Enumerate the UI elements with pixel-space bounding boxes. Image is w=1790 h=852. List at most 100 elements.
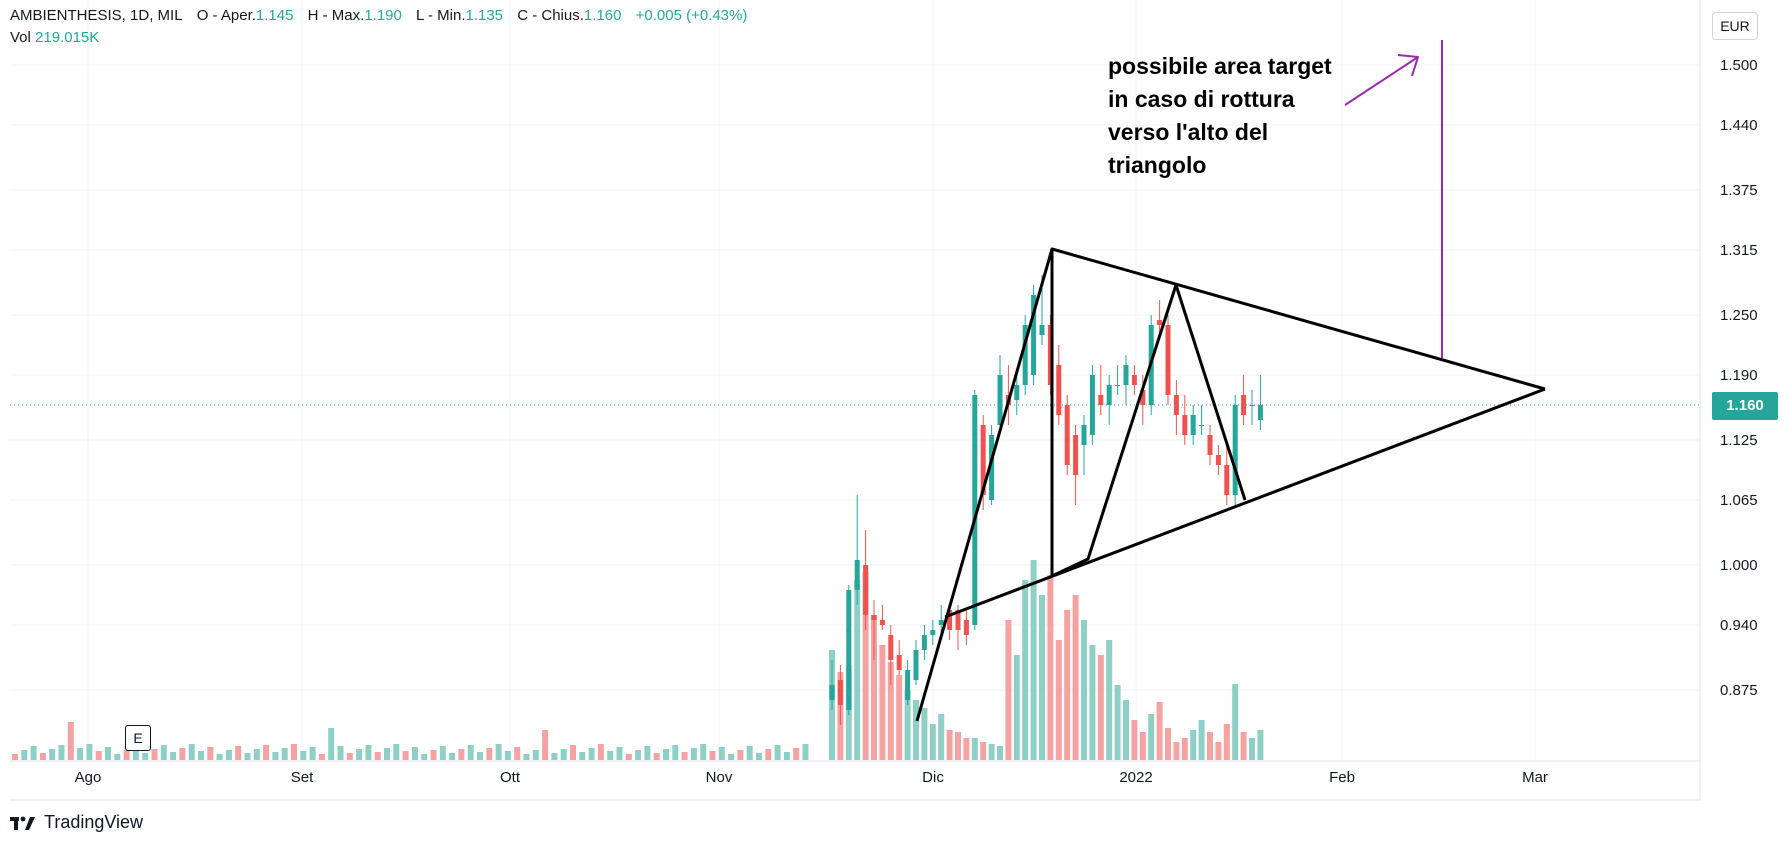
triangle-drawings xyxy=(915,40,1546,722)
candle-body xyxy=(1173,395,1179,415)
candle-body xyxy=(1031,295,1037,375)
volume-bar xyxy=(523,754,530,760)
candle-body xyxy=(837,680,843,705)
volume-bar xyxy=(309,747,316,760)
volume-bar xyxy=(21,750,28,760)
volume-bar xyxy=(551,753,558,760)
volume-legend: Vol 219.015K xyxy=(10,28,99,48)
time-axis-labels: Ago Set Ott Nov Dic 2022 Feb Mar xyxy=(75,769,1548,786)
volume-bar xyxy=(58,745,65,760)
volume-bar xyxy=(402,751,409,760)
volume-bar xyxy=(114,754,121,760)
candle-body xyxy=(1039,325,1045,335)
volume-bar xyxy=(439,746,446,760)
candle-body xyxy=(863,565,869,615)
annotation-line: triangolo xyxy=(1108,152,1207,178)
volume-bar xyxy=(681,752,688,760)
volume-bar xyxy=(946,730,953,760)
annotation-line: possibile area target xyxy=(1108,53,1332,79)
earnings-marker[interactable]: E xyxy=(125,725,151,751)
volume-bar xyxy=(170,752,177,760)
volume-bar xyxy=(467,745,474,760)
candle-body xyxy=(1157,320,1163,325)
volume-bar xyxy=(67,722,74,760)
candle-body xyxy=(1140,390,1146,405)
volume-bar xyxy=(160,745,167,760)
candle-body xyxy=(888,635,894,660)
volume-bar xyxy=(132,746,139,760)
candle-body xyxy=(1131,375,1137,385)
volume-bar xyxy=(151,749,158,760)
volume-bar xyxy=(997,746,1003,760)
volume-bar xyxy=(783,752,790,760)
volume-bar xyxy=(871,615,877,760)
volume-bar xyxy=(887,662,894,760)
symbol-label[interactable]: AMBIENTHESIS, 1D, MIL xyxy=(10,7,183,24)
x-tick-label: Ago xyxy=(75,769,102,786)
volume-bar xyxy=(318,754,325,760)
last-price-badge: 1.160 xyxy=(1712,392,1778,420)
volume-bar xyxy=(86,744,93,760)
y-tick-label: 1.375 xyxy=(1720,182,1758,199)
candle-body xyxy=(997,375,1003,425)
close-label: C - Chius. xyxy=(517,7,584,24)
candle-body xyxy=(1098,395,1104,405)
candle-body xyxy=(1014,385,1020,400)
volume-bar xyxy=(756,753,762,760)
candle-body xyxy=(963,620,969,635)
brand-name: TradingView xyxy=(44,812,144,832)
candle-body xyxy=(829,685,835,700)
candle-body xyxy=(947,610,953,630)
volume-bar xyxy=(690,748,697,760)
candle-body xyxy=(1064,405,1070,465)
volume-bar xyxy=(216,754,223,760)
volume-bar xyxy=(1005,620,1012,760)
volume-bar xyxy=(1223,724,1230,760)
price-axis-labels: 1.500 1.440 1.375 1.315 1.250 1.190 1.125 1.065… xyxy=(1720,57,1758,699)
volume-bar xyxy=(913,700,919,760)
candlestick-series xyxy=(829,275,1263,725)
low-label: L - Min. xyxy=(416,7,466,24)
volume-bar xyxy=(449,753,456,760)
volume-bar xyxy=(495,744,502,760)
volume-bar xyxy=(1207,732,1213,760)
annotation-line: in caso di rottura xyxy=(1108,86,1295,112)
x-tick-label: Feb xyxy=(1329,769,1355,786)
volume-bar xyxy=(384,748,390,760)
volume-bar xyxy=(458,749,465,760)
volume-bar xyxy=(728,754,735,760)
volume-bar xyxy=(802,744,809,760)
currency-button[interactable]: EUR xyxy=(1712,12,1758,40)
volume-bar xyxy=(980,742,987,760)
volume-bar xyxy=(718,747,725,760)
volume-bar xyxy=(1165,728,1171,760)
candle-body xyxy=(879,620,885,625)
volume-bar xyxy=(542,730,549,760)
x-tick-label: 2022 xyxy=(1119,769,1152,786)
candle-body xyxy=(955,610,961,630)
volume-bar xyxy=(346,753,353,760)
volume-bar xyxy=(1106,640,1113,760)
candle-body xyxy=(1089,375,1095,435)
candle-body xyxy=(1199,425,1205,426)
volume-bar xyxy=(532,750,539,760)
volume-bar xyxy=(854,580,861,760)
candle-body xyxy=(989,435,995,500)
tradingview-brand[interactable]: TradingView xyxy=(10,812,143,833)
volume-bar xyxy=(1022,580,1029,760)
volume-bar xyxy=(105,747,111,760)
volume-label: Vol xyxy=(10,29,31,46)
volume-bar xyxy=(514,747,521,760)
volume-value: 219.015K xyxy=(35,29,100,46)
volume-bar xyxy=(774,745,781,760)
volume-bar xyxy=(1081,620,1087,760)
volume-bar xyxy=(188,744,195,760)
close-value: 1.160 xyxy=(583,7,622,24)
candle-body xyxy=(1056,365,1062,415)
volume-bar xyxy=(644,746,651,760)
volume-bar xyxy=(988,744,995,760)
volume-bar xyxy=(281,748,288,760)
volume-bar xyxy=(142,753,149,760)
volume-bar xyxy=(904,690,911,760)
